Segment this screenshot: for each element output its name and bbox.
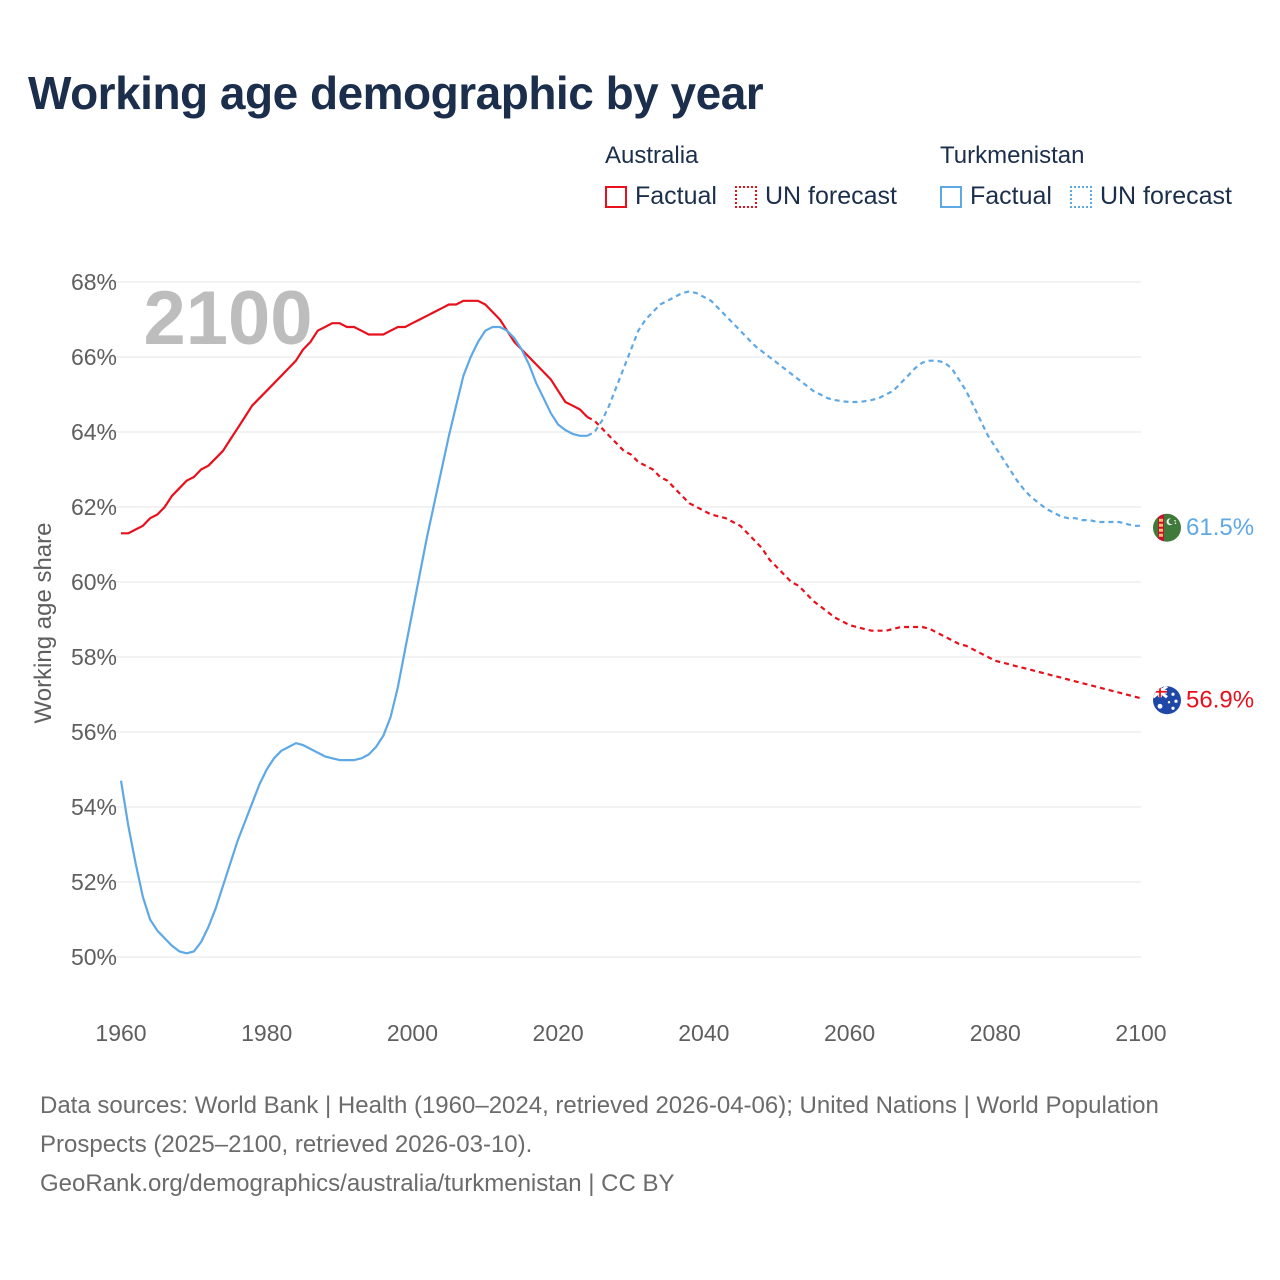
line-turkmenistan-factual[interactable] (119, 325, 588, 955)
y-tick-label: 66% (71, 344, 117, 370)
axes: 50% 52% 54% 56% 58% 60% 62% 64% 66% 68% 1960 1980 20… (71, 269, 1167, 1046)
legend-country-australia: Australia (605, 142, 699, 169)
y-tick-label: 50% (71, 944, 117, 970)
y-tick-label: 52% (71, 869, 117, 895)
turkmenistan-end-value-label: 61.5% (1186, 514, 1254, 541)
x-tick-label: 2040 (678, 1020, 729, 1046)
line-turkmenistan-forecast[interactable] (586, 290, 1141, 527)
legend-label-factual: Factual (635, 182, 717, 210)
y-tick-label: 68% (71, 269, 117, 295)
chart-title: Working age demographic by year (28, 67, 764, 119)
legend-swatch-turkmenistan-forecast (1069, 185, 1092, 208)
turkmenistan-flag-icon (1153, 513, 1181, 542)
data-sources: Data sources: World Bank | Health (1960–… (40, 1092, 1159, 1158)
y-tick-label: 64% (71, 419, 117, 445)
footer: Data sources: World Bank | Health (1960–… (40, 1086, 1220, 1203)
y-axis-label: Working age share (30, 523, 57, 724)
x-tick-label: 2000 (387, 1020, 438, 1046)
legend-country-turkmenistan: Turkmenistan (940, 142, 1085, 169)
legend-label-forecast: UN forecast (1099, 182, 1232, 210)
y-tick-label: 56% (71, 719, 117, 745)
legend-label-forecast: UN forecast (764, 182, 897, 210)
line-chart: 2100 50% 52% 54% 56% 58% 60% 62% 64% 66% 68% 1960 1… (30, 269, 1254, 1046)
legend-label-factual: Factual (970, 182, 1052, 210)
legend-item-australia-factual[interactable]: Factual (605, 182, 717, 211)
year-watermark: 2100 (143, 276, 312, 361)
source-url[interactable]: GeoRank.org/demographics/australia/turkm… (40, 1170, 675, 1197)
legend-item-australia-forecast[interactable]: UN forecast (734, 182, 897, 211)
australia-end-value-label: 56.9% (1186, 686, 1254, 713)
line-australia-forecast[interactable] (586, 416, 1142, 700)
x-tick-label: 1980 (241, 1020, 292, 1046)
x-tick-label: 1960 (95, 1020, 146, 1046)
legend-group-australia: Australia Factual UN forecast (605, 142, 915, 211)
legend-swatch-turkmenistan-factual (940, 185, 962, 208)
legend-swatch-australia-forecast (734, 185, 757, 208)
y-tick-label: 62% (71, 494, 117, 520)
grid-lines (97, 281, 1141, 958)
australia-flag-icon (1153, 686, 1181, 715)
x-tick-label: 2100 (1115, 1020, 1166, 1046)
series-lines (119, 290, 1142, 955)
y-tick-label: 58% (71, 644, 117, 670)
y-tick-label: 54% (71, 794, 117, 820)
x-tick-label: 2020 (533, 1020, 584, 1046)
x-tick-label: 2080 (970, 1020, 1021, 1046)
x-tick-label: 2060 (824, 1020, 875, 1046)
legend-item-turkmenistan-factual[interactable]: Factual (940, 182, 1052, 211)
y-tick-label: 60% (71, 569, 117, 595)
legend-swatch-australia-factual (605, 185, 627, 208)
legend-group-turkmenistan: Turkmenistan Factual UN forecast (940, 142, 1250, 211)
legend-item-turkmenistan-forecast[interactable]: UN forecast (1069, 182, 1232, 211)
end-markers: 56.9% 61.5% (1153, 513, 1254, 715)
